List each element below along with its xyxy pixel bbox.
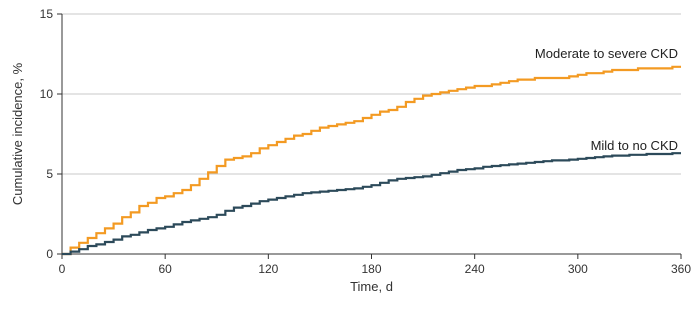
series-label-mild-to-no-ckd: Mild to no CKD [591, 138, 678, 153]
x-axis-title: Time, d [350, 279, 393, 294]
x-tick-label: 120 [258, 262, 278, 276]
y-tick-label: 0 [46, 247, 53, 261]
y-tick-label: 15 [40, 7, 54, 21]
y-tick-label: 10 [40, 87, 54, 101]
y-tick-label: 5 [46, 167, 53, 181]
axes: 0 5 10 15 0 60 120 180 240 300 360 [40, 7, 691, 276]
x-tick-label: 240 [465, 262, 485, 276]
series-label-moderate-to-severe-ckd: Moderate to severe CKD [535, 46, 678, 61]
series-labels: Moderate to severe CKD Mild to no CKD [535, 46, 678, 153]
y-axis-title: Cumulative incidence, % [10, 62, 25, 205]
gridlines [62, 13, 681, 175]
series-line-mild-to-no-ckd [62, 152, 681, 256]
x-tick-label: 360 [671, 262, 691, 276]
series-line-moderate-to-severe-ckd [62, 65, 681, 256]
x-tick-label: 180 [361, 262, 381, 276]
x-tick-label: 0 [59, 262, 66, 276]
series-lines [62, 65, 681, 256]
x-tick-label: 300 [568, 262, 588, 276]
x-tick-label: 60 [158, 262, 172, 276]
